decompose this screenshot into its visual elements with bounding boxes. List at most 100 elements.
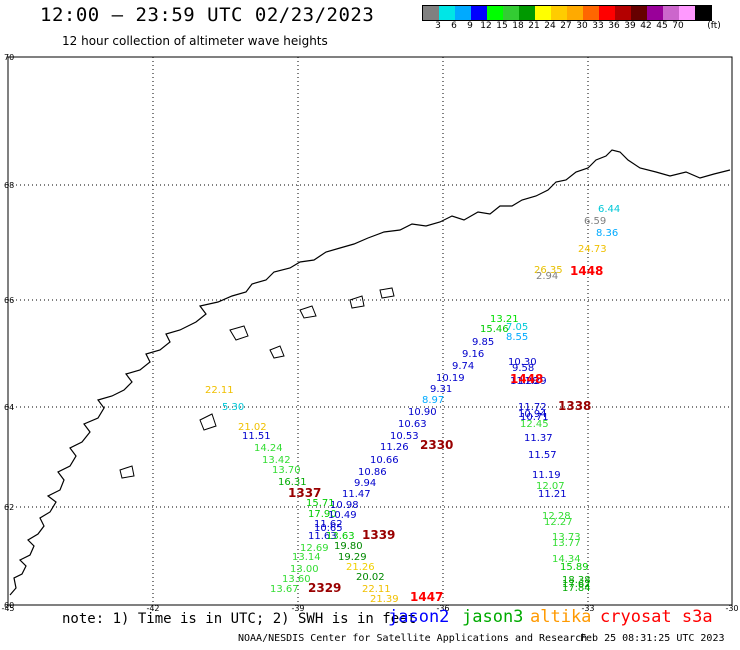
wave-height-label: 11.28 [510, 376, 539, 387]
wave-height-label: 10.90 [408, 407, 437, 418]
wave-height-label: 10.63 [398, 419, 427, 430]
wave-height-label: 11.26 [380, 442, 409, 453]
pass-time-label: 2329 [308, 581, 341, 595]
wave-height-label: 8.97 [422, 395, 444, 406]
wave-height-label: 13.70 [272, 465, 301, 476]
pass-time-label: 1339 [362, 528, 395, 542]
wave-height-label: 13.60 [282, 574, 311, 585]
wave-height-label: 10.65 [314, 523, 343, 534]
color-swatch [439, 6, 455, 20]
wave-height-label: 11.72 [518, 402, 547, 413]
color-swatch [679, 6, 695, 20]
wave-height-label: 10.86 [358, 467, 387, 478]
wave-height-label: 14.34 [552, 554, 581, 565]
wave-height-label: 12.28 [542, 511, 571, 522]
wave-height-label: 13.67 [270, 584, 299, 595]
island-outline [119, 465, 135, 479]
wave-height-label: 10.30 [508, 357, 537, 368]
credit-line: NOAA/NESDIS Center for Satellite Applica… [238, 633, 588, 644]
wave-height-label: 21.02 [238, 422, 267, 433]
color-swatch [503, 6, 519, 20]
wave-height-label: 9.16 [462, 349, 484, 360]
wave-height-label: 11.29 [518, 376, 547, 387]
wave-height-label: 10.49 [328, 510, 357, 521]
wave-height-label: 9.58 [512, 363, 534, 374]
wave-height-label: 24.73 [578, 244, 607, 255]
wave-height-label: 12.69 [300, 543, 329, 554]
pass-time-label: 2330 [420, 438, 453, 452]
island-outline [349, 295, 365, 309]
wave-height-label: 13.21 [490, 314, 519, 325]
latitude-label: 62 [4, 503, 14, 512]
wave-height-label: 17.90 [308, 509, 337, 520]
wave-height-label: 2.94 [536, 271, 558, 282]
wave-height-label: 11.37 [524, 433, 553, 444]
wave-height-label: 11.47 [342, 489, 371, 500]
wave-height-label: 19.29 [338, 552, 367, 563]
wave-height-label: 9.85 [472, 337, 494, 348]
longitude-label: -30 [725, 604, 738, 613]
wave-height-label: 9.31 [430, 384, 452, 395]
legend-altika: altika [530, 607, 592, 627]
wave-height-label: 11.21 [538, 489, 567, 500]
wave-height-observations: 6.446.598.36 24.73 26.352.94 13.2115.467.05… [205, 204, 620, 605]
wave-height-label: 12.27 [544, 517, 573, 528]
color-legend-label: 6 [451, 21, 457, 31]
wave-height-label: 13.42 [262, 455, 291, 466]
pass-time-label: 1338 [558, 399, 591, 413]
wave-height-label: 15.71 [306, 498, 335, 509]
wave-height-label: 19.80 [334, 541, 363, 552]
latitude-label: 60 [4, 601, 14, 610]
wave-height-label: 18.38 [562, 575, 591, 586]
latitude-label: 68 [4, 181, 14, 190]
wave-height-label: 13.77 [552, 538, 581, 549]
color-legend-label: 24 [544, 21, 556, 31]
wave-height-label: 11.57 [528, 450, 557, 461]
color-swatch [519, 6, 535, 20]
color-legend-label: (ft) [707, 21, 721, 31]
wave-height-label: 10.66 [370, 455, 399, 466]
island-outline [379, 287, 395, 299]
wave-height-label: 10.53 [390, 431, 419, 442]
coastline-path [9, 149, 731, 596]
island-outline [229, 325, 249, 341]
page-title: 12:00 – 23:59 UTC 02/23/2023 [40, 4, 375, 26]
color-legend-label: 21 [528, 21, 540, 31]
color-swatch [455, 6, 471, 20]
island-outline [299, 305, 317, 319]
latitude-label: 66 [4, 296, 14, 305]
wave-height-label: 6.44 [598, 204, 620, 215]
wave-height-label: 26.35 [534, 265, 563, 276]
longitude-label: -42 [146, 604, 159, 613]
wave-height-label: 5.30 [222, 402, 244, 413]
wave-height-label: 11.62 [314, 519, 343, 530]
wave-height-label: 11.19 [532, 470, 561, 481]
map-frame [7, 56, 733, 606]
longitude-label: -33 [581, 604, 594, 613]
pass-time-label: 1447 [410, 590, 443, 604]
legend-jason3: jason3 [462, 607, 524, 627]
longitude-label: -36 [436, 604, 449, 613]
generation-timestamp: Feb 25 08:31:25 UTC 2023 [580, 633, 725, 644]
wave-height-label: 9.94 [354, 478, 376, 489]
wave-height-label: 8.36 [596, 228, 618, 239]
color-swatch [535, 6, 551, 20]
wave-height-label: 20.02 [356, 572, 385, 583]
color-swatch [647, 6, 663, 20]
color-swatch [423, 6, 439, 20]
pass-time-label: 1448 [570, 264, 603, 278]
color-legend-label: 9 [467, 21, 473, 31]
wave-height-label: 21.26 [346, 562, 375, 573]
wave-height-label: 22.11 [205, 385, 234, 396]
wave-height-label: 9.74 [452, 361, 474, 372]
wave-height-label: 10.71 [520, 412, 549, 423]
color-legend-label: 70 [672, 21, 684, 31]
color-swatch [551, 6, 567, 20]
wave-height-label: 10.19 [436, 373, 465, 384]
island-outline [269, 345, 285, 359]
pass-time-label: 1448 [510, 372, 543, 386]
wave-height-label: 17.84 [562, 583, 591, 594]
color-swatch [487, 6, 503, 20]
color-swatch [663, 6, 679, 20]
